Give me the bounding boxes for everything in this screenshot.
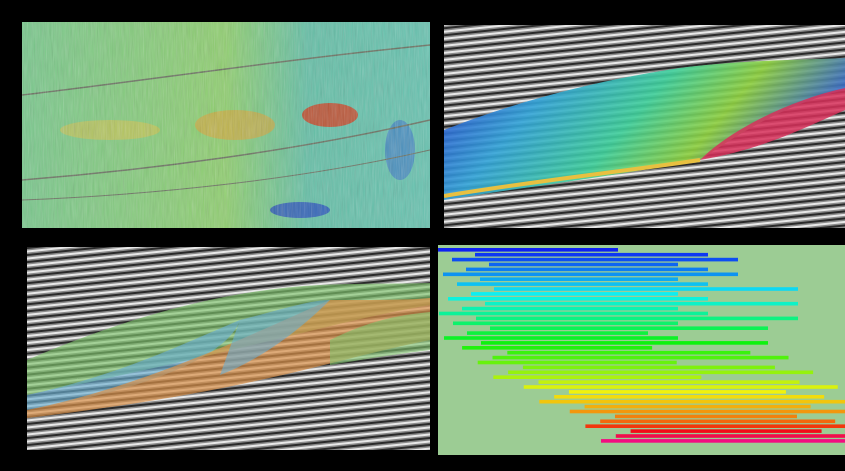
chronostrat-bar	[523, 385, 838, 389]
chronostrat-bar	[444, 336, 678, 340]
chronostrat-bar	[466, 267, 708, 272]
chronostrat-bar	[462, 306, 678, 311]
chronostrat-bar	[485, 301, 798, 306]
chronostrat-bar	[538, 380, 800, 384]
chronostrat-bar	[522, 365, 775, 370]
chronostrat-bar	[438, 248, 618, 252]
chronostrat-bar	[601, 439, 845, 443]
chronostrat-bar	[569, 409, 845, 414]
chronostrat-bar	[507, 350, 751, 355]
facies-panel	[27, 247, 430, 450]
chronostrat-bar	[568, 390, 786, 394]
chronostrat-bar	[480, 277, 678, 281]
chronostrat-bar	[600, 419, 836, 424]
chronostrat-bar	[539, 399, 845, 404]
chronostrat-bar	[476, 316, 798, 321]
chronostrat-bar	[492, 355, 789, 360]
chronostrat-bar	[453, 321, 678, 326]
chronostrat-bar	[448, 297, 708, 301]
chronostrat-bar	[475, 252, 708, 257]
attribute-panel	[22, 22, 430, 228]
chronostrat-bar	[467, 331, 648, 335]
chronostrat-bar	[508, 370, 814, 375]
chronostrat-bar	[452, 257, 738, 262]
chronostrat-bar	[630, 429, 822, 433]
chronostrat-bar	[493, 375, 702, 379]
chronostrat-bar	[554, 395, 825, 399]
chronostrat-bar	[615, 434, 845, 438]
chronostrat-bar	[584, 404, 811, 409]
chronostrat-bar	[439, 311, 708, 316]
chronostrat-bar	[477, 360, 677, 365]
chronostrat-bar	[481, 341, 768, 345]
horizon-panel	[444, 25, 845, 228]
chronostrat-bar	[614, 414, 797, 419]
chronostrat-bar	[457, 282, 708, 286]
chronostrat-bar	[443, 272, 738, 277]
chronostrat-bar	[585, 424, 845, 428]
chronostrat-bar	[494, 287, 798, 291]
wheeler-panel	[438, 245, 845, 455]
chronostrat-bar	[471, 292, 678, 296]
chronostrat-bar	[489, 262, 678, 267]
chronostrat-bar	[462, 346, 653, 350]
chronostrat-bar	[490, 326, 768, 330]
